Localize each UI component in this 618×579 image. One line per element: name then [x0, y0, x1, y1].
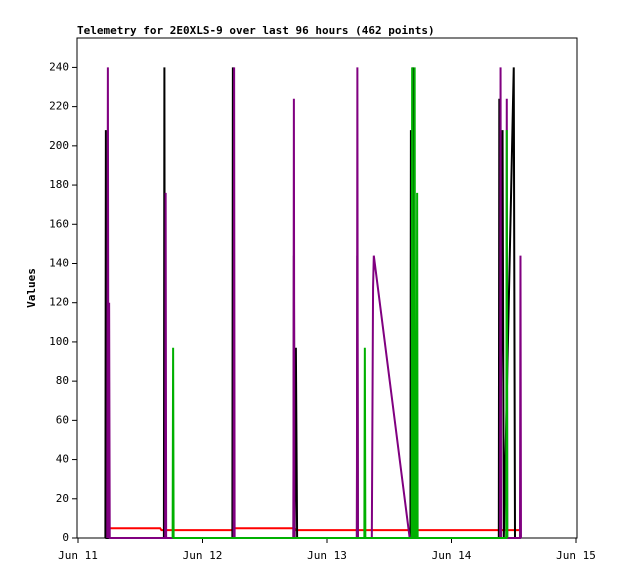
y-tick-label: 20 — [56, 492, 69, 505]
y-tick-label: 180 — [49, 178, 69, 191]
x-tick-label: Jun 11 — [58, 549, 98, 562]
series-line — [109, 527, 520, 532]
y-tick-label: 0 — [62, 531, 69, 544]
x-tick-label: Jun 13 — [307, 549, 347, 562]
y-tick-label: 160 — [49, 217, 69, 230]
chart-title: Telemetry for 2E0XLS-9 over last 96 hour… — [77, 24, 435, 37]
y-tick-label: 140 — [49, 256, 69, 269]
y-axis-label: Values — [25, 268, 38, 308]
x-tick-label: Jun 14 — [432, 549, 472, 562]
y-tick-label: 60 — [56, 413, 69, 426]
y-tick-label: 40 — [56, 453, 69, 466]
y-tick-label: 220 — [49, 100, 69, 113]
x-tick-label: Jun 12 — [183, 549, 223, 562]
y-tick-label: 200 — [49, 139, 69, 152]
y-tick-label: 120 — [49, 296, 69, 309]
y-tick-label: 80 — [56, 374, 69, 387]
series-line — [171, 67, 509, 539]
y-tick-label: 240 — [49, 60, 69, 73]
y-tick-label: 100 — [49, 335, 69, 348]
x-tick-label: Jun 15 — [556, 549, 596, 562]
series-line — [106, 67, 522, 539]
